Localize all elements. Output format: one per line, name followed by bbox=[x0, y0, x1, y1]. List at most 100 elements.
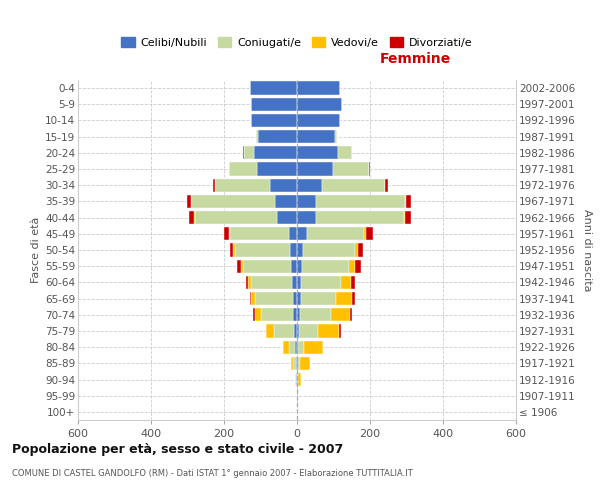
Bar bbox=[251, 276, 292, 289]
Bar bbox=[235, 244, 290, 256]
Bar bbox=[190, 211, 194, 224]
Bar bbox=[191, 195, 275, 208]
Bar bbox=[224, 227, 229, 240]
Bar bbox=[301, 292, 337, 305]
Bar bbox=[351, 276, 355, 289]
Bar bbox=[229, 227, 230, 240]
Bar bbox=[331, 308, 350, 322]
Bar bbox=[297, 162, 333, 175]
Bar bbox=[297, 292, 301, 305]
Bar bbox=[316, 211, 404, 224]
Bar bbox=[215, 178, 269, 192]
Bar bbox=[297, 146, 338, 160]
Bar bbox=[316, 195, 406, 208]
Bar bbox=[245, 276, 248, 289]
Bar bbox=[289, 340, 295, 354]
Bar bbox=[355, 260, 361, 273]
Bar bbox=[251, 98, 297, 111]
Bar bbox=[302, 260, 349, 273]
Bar bbox=[230, 227, 289, 240]
Bar bbox=[214, 178, 215, 192]
Bar bbox=[303, 244, 355, 256]
Bar bbox=[289, 227, 297, 240]
Bar bbox=[250, 82, 297, 94]
Bar bbox=[230, 244, 233, 256]
Text: Popolazione per età, sesso e stato civile - 2007: Popolazione per età, sesso e stato civil… bbox=[12, 442, 343, 456]
Text: Femmine: Femmine bbox=[380, 52, 451, 66]
Bar bbox=[338, 146, 352, 160]
Bar bbox=[194, 211, 195, 224]
Bar bbox=[233, 244, 235, 256]
Bar bbox=[243, 260, 291, 273]
Bar bbox=[299, 356, 310, 370]
Bar bbox=[290, 244, 297, 256]
Bar bbox=[187, 195, 191, 208]
Bar bbox=[253, 308, 254, 322]
Bar bbox=[244, 146, 254, 160]
Bar bbox=[256, 292, 293, 305]
Bar bbox=[297, 114, 340, 127]
Bar bbox=[241, 260, 243, 273]
Bar bbox=[297, 244, 303, 256]
Bar bbox=[337, 292, 352, 305]
Bar bbox=[256, 130, 257, 143]
Bar bbox=[369, 162, 370, 175]
Bar bbox=[322, 178, 385, 192]
Bar bbox=[250, 292, 251, 305]
Bar bbox=[366, 227, 373, 240]
Bar bbox=[350, 308, 352, 322]
Text: COMUNE DI CASTEL GANDOLFO (RM) - Dati ISTAT 1° gennaio 2007 - Elaborazione TUTTI: COMUNE DI CASTEL GANDOLFO (RM) - Dati IS… bbox=[12, 469, 413, 478]
Y-axis label: Fasce di età: Fasce di età bbox=[31, 217, 41, 283]
Bar bbox=[298, 356, 299, 370]
Bar bbox=[297, 130, 335, 143]
Bar bbox=[406, 195, 411, 208]
Bar bbox=[297, 340, 298, 354]
Legend: Celibi/Nubili, Coniugati/e, Vedovi/e, Divorziati/e: Celibi/Nubili, Coniugati/e, Vedovi/e, Di… bbox=[117, 32, 477, 52]
Bar bbox=[300, 308, 331, 322]
Bar bbox=[297, 211, 316, 224]
Bar bbox=[335, 130, 337, 143]
Bar bbox=[297, 195, 316, 208]
Bar bbox=[349, 260, 355, 273]
Bar bbox=[295, 373, 296, 386]
Bar bbox=[307, 227, 364, 240]
Bar bbox=[277, 211, 297, 224]
Bar bbox=[297, 82, 340, 94]
Bar bbox=[296, 373, 297, 386]
Bar bbox=[297, 98, 342, 111]
Bar bbox=[333, 162, 368, 175]
Bar bbox=[283, 340, 289, 354]
Bar bbox=[404, 211, 411, 224]
Bar bbox=[292, 276, 297, 289]
Bar bbox=[358, 244, 364, 256]
Bar bbox=[299, 324, 318, 338]
Bar bbox=[195, 211, 277, 224]
Bar bbox=[297, 227, 307, 240]
Bar bbox=[254, 146, 297, 160]
Bar bbox=[297, 324, 299, 338]
Bar bbox=[340, 324, 341, 338]
Bar bbox=[229, 162, 257, 175]
Bar bbox=[318, 324, 340, 338]
Bar bbox=[294, 324, 297, 338]
Bar bbox=[274, 324, 294, 338]
Bar bbox=[275, 195, 297, 208]
Bar bbox=[297, 178, 322, 192]
Bar bbox=[251, 114, 297, 127]
Bar bbox=[297, 260, 302, 273]
Bar bbox=[248, 276, 251, 289]
Bar bbox=[269, 178, 297, 192]
Bar bbox=[291, 356, 293, 370]
Bar bbox=[296, 356, 297, 370]
Bar bbox=[293, 292, 297, 305]
Bar bbox=[291, 260, 297, 273]
Bar bbox=[297, 276, 301, 289]
Bar bbox=[341, 276, 351, 289]
Bar bbox=[385, 178, 388, 192]
Bar bbox=[304, 340, 323, 354]
Bar bbox=[257, 130, 297, 143]
Bar bbox=[297, 308, 300, 322]
Bar bbox=[297, 356, 298, 370]
Bar bbox=[301, 276, 341, 289]
Bar bbox=[266, 324, 274, 338]
